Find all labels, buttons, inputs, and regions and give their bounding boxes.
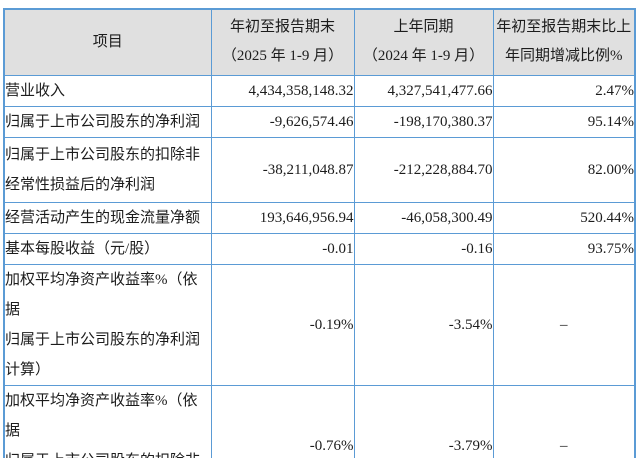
table-header-row: 项目 年初至报告期末 （2025 年 1-9 月） 上年同期 （2024 年 1…	[3, 8, 636, 76]
change-ratio-value: 95.14%	[492, 105, 636, 138]
table-row-basic-eps: 基本每股收益（元/股） -0.01 -0.16 93.75%	[3, 232, 636, 265]
prior-period-value: -212,228,884.70	[353, 136, 494, 203]
metric-label: 加权平均净资产收益率%（依据 归属于上市公司股东的净利润 计算）	[3, 263, 212, 386]
prior-period-value: -0.16	[353, 232, 494, 265]
metric-label: 经营活动产生的现金流量净额	[3, 201, 212, 234]
financial-summary-table: 项目 年初至报告期末 （2025 年 1-9 月） 上年同期 （2024 年 1…	[3, 8, 636, 458]
prior-period-value: -3.54%	[353, 263, 494, 386]
column-header-item: 项目	[3, 8, 212, 76]
current-period-value: -0.01	[210, 232, 355, 265]
change-ratio-value: 2.47%	[492, 74, 636, 107]
table-row-revenue: 营业收入 4,434,358,148.32 4,327,541,477.66 2…	[3, 74, 636, 107]
table-row-weighted-roe-excl-nonrecurring: 加权平均净资产收益率%（依据 归属于上市公司股东的扣除非 经常性损益后的净利润计…	[3, 384, 636, 458]
current-period-value: 4,434,358,148.32	[210, 74, 355, 107]
prior-period-value: -46,058,300.49	[353, 201, 494, 234]
column-header-current-period: 年初至报告期末 （2025 年 1-9 月）	[210, 8, 355, 76]
table-row-net-profit: 归属于上市公司股东的净利润 -9,626,574.46 -198,170,380…	[3, 105, 636, 138]
change-ratio-dash: –	[492, 384, 636, 458]
metric-label: 基本每股收益（元/股）	[3, 232, 212, 265]
current-period-value: -0.76%	[210, 384, 355, 458]
current-period-value: -38,211,048.87	[210, 136, 355, 203]
prior-period-value: -3.79%	[353, 384, 494, 458]
change-ratio-value: 82.00%	[492, 136, 636, 203]
current-period-value: -9,626,574.46	[210, 105, 355, 138]
column-header-change-ratio: 年初至报告期末比上 年同期增减比例%	[492, 8, 636, 76]
metric-label: 营业收入	[3, 74, 212, 107]
table-row-operating-cash-flow: 经营活动产生的现金流量净额 193,646,956.94 -46,058,300…	[3, 201, 636, 234]
change-ratio-dash: –	[492, 263, 636, 386]
column-header-prior-period: 上年同期 （2024 年 1-9 月）	[353, 8, 494, 76]
metric-label: 归属于上市公司股东的净利润	[3, 105, 212, 138]
table-row-weighted-roe: 加权平均净资产收益率%（依据 归属于上市公司股东的净利润 计算） -0.19% …	[3, 263, 636, 386]
prior-period-value: 4,327,541,477.66	[353, 74, 494, 107]
prior-period-value: -198,170,380.37	[353, 105, 494, 138]
table-row-net-profit-excl-nonrecurring: 归属于上市公司股东的扣除非 经常性损益后的净利润 -38,211,048.87 …	[3, 136, 636, 203]
metric-label: 归属于上市公司股东的扣除非 经常性损益后的净利润	[3, 136, 212, 203]
change-ratio-value: 93.75%	[492, 232, 636, 265]
current-period-value: 193,646,956.94	[210, 201, 355, 234]
change-ratio-value: 520.44%	[492, 201, 636, 234]
current-period-value: -0.19%	[210, 263, 355, 386]
metric-label: 加权平均净资产收益率%（依据 归属于上市公司股东的扣除非 经常性损益后的净利润计…	[3, 384, 212, 458]
